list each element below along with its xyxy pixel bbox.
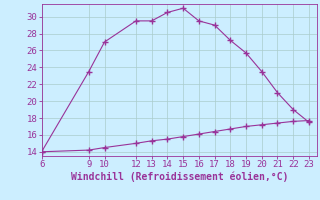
X-axis label: Windchill (Refroidissement éolien,°C): Windchill (Refroidissement éolien,°C)	[70, 172, 288, 182]
